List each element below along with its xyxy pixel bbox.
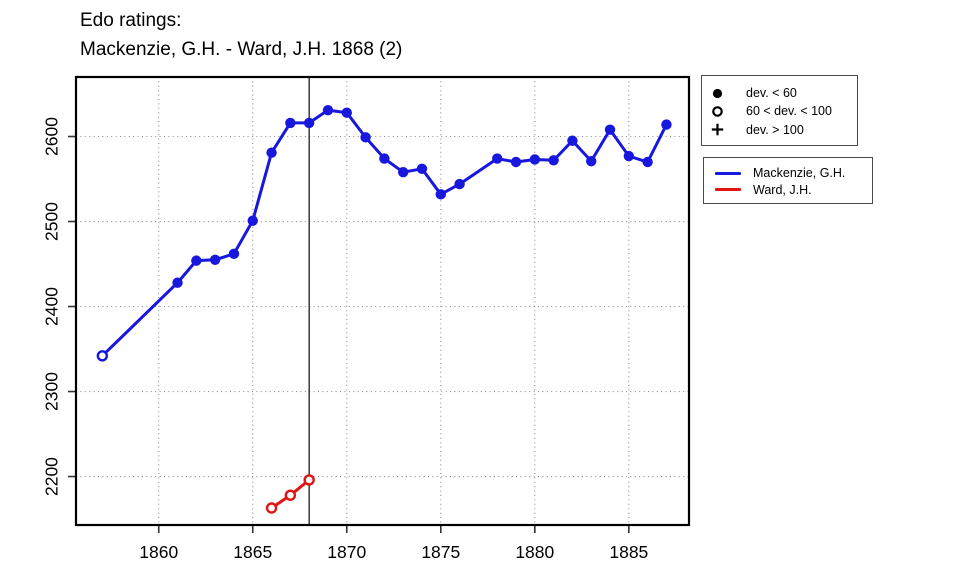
data-point-filled-mackenzie-g-h bbox=[435, 189, 446, 200]
data-point-filled-mackenzie-g-h bbox=[379, 153, 390, 164]
data-point-filled-mackenzie-g-h bbox=[604, 124, 616, 135]
data-point-filled-mackenzie-g-h bbox=[623, 150, 635, 162]
open-circle-icon bbox=[709, 105, 726, 118]
title-line-2: Mackenzie, G.H. - Ward, J.H. 1868 (2) bbox=[80, 39, 403, 60]
x-tick-label: 1865 bbox=[233, 542, 272, 562]
data-point-filled-mackenzie-g-h bbox=[228, 248, 240, 260]
data-point-filled-mackenzie-g-h bbox=[661, 119, 672, 130]
data-point-filled-mackenzie-g-h bbox=[567, 135, 578, 146]
data-point-open-ward-j-h bbox=[265, 502, 278, 514]
data-point-filled-mackenzie-g-h bbox=[454, 178, 465, 190]
data-point-filled-mackenzie-g-h bbox=[360, 132, 371, 143]
symbol-legend-label: dev. < 60 bbox=[746, 86, 797, 101]
series-legend: Mackenzie, G.H. Ward, J.H. bbox=[703, 157, 873, 204]
x-tick-label: 1860 bbox=[139, 542, 178, 562]
symbol-legend: dev. < 60 60 < dev. < 100 dev. > 100 bbox=[701, 75, 858, 146]
x-tick-label: 1880 bbox=[515, 542, 554, 562]
data-point-filled-mackenzie-g-h bbox=[341, 107, 352, 118]
x-tick-label: 1875 bbox=[421, 542, 460, 562]
page-title: Edo ratings: Mackenzie, G.H. - Ward, J.H… bbox=[80, 6, 402, 64]
data-point-filled-mackenzie-g-h bbox=[247, 215, 258, 226]
symbol-legend-label: 60 < dev. < 100 bbox=[746, 104, 832, 119]
symbol-legend-row-open: 60 < dev. < 100 bbox=[709, 102, 857, 120]
ward-line-swatch bbox=[715, 188, 741, 192]
data-point-filled-mackenzie-g-h bbox=[303, 117, 315, 129]
data-point-filled-mackenzie-g-h bbox=[510, 156, 522, 168]
y-tick-label: 2600 bbox=[42, 117, 62, 156]
x-tick-label: 1870 bbox=[327, 542, 366, 562]
y-tick-label: 2300 bbox=[42, 372, 62, 411]
series-line-mackenzie-g-h bbox=[100, 108, 668, 358]
y-tick-label: 2400 bbox=[42, 287, 62, 326]
title-line-1: Edo ratings: bbox=[80, 10, 182, 31]
data-point-filled-mackenzie-g-h bbox=[397, 167, 409, 178]
data-point-filled-mackenzie-g-h bbox=[172, 277, 183, 288]
y-tick-label: 2500 bbox=[42, 202, 62, 241]
data-point-open-ward-j-h bbox=[284, 489, 297, 501]
data-point-filled-mackenzie-g-h bbox=[266, 147, 277, 158]
data-point-open-mackenzie-g-h bbox=[96, 350, 109, 362]
data-point-filled-mackenzie-g-h bbox=[586, 155, 597, 167]
x-tick-label: 1885 bbox=[609, 542, 648, 562]
data-point-filled-mackenzie-g-h bbox=[642, 156, 653, 168]
data-point-filled-mackenzie-g-h bbox=[209, 254, 221, 265]
data-point-filled-mackenzie-g-h bbox=[322, 104, 334, 116]
plus-icon bbox=[709, 123, 726, 136]
data-point-filled-mackenzie-g-h bbox=[548, 155, 559, 166]
y-tick-label: 2200 bbox=[42, 457, 62, 496]
series-legend-label: Mackenzie, G.H. bbox=[753, 166, 846, 181]
series-legend-row-mackenzie: Mackenzie, G.H. bbox=[715, 165, 872, 182]
data-point-filled-mackenzie-g-h bbox=[529, 154, 541, 165]
mackenzie-line-swatch bbox=[715, 171, 741, 175]
series-legend-row-ward: Ward, J.H. bbox=[715, 182, 872, 199]
data-point-filled-mackenzie-g-h bbox=[191, 255, 202, 266]
data-point-filled-mackenzie-g-h bbox=[492, 153, 503, 164]
symbol-legend-row-plus: dev. > 100 bbox=[709, 121, 857, 139]
plot-border bbox=[74, 75, 691, 527]
data-point-filled-mackenzie-g-h bbox=[285, 117, 296, 129]
data-point-open-ward-j-h bbox=[303, 474, 315, 486]
filled-circle-icon bbox=[709, 87, 726, 100]
data-point-filled-mackenzie-g-h bbox=[416, 163, 428, 175]
series-legend-label: Ward, J.H. bbox=[753, 182, 812, 197]
symbol-legend-label: dev. > 100 bbox=[746, 122, 804, 137]
symbol-legend-row-filled: dev. < 60 bbox=[709, 84, 857, 102]
